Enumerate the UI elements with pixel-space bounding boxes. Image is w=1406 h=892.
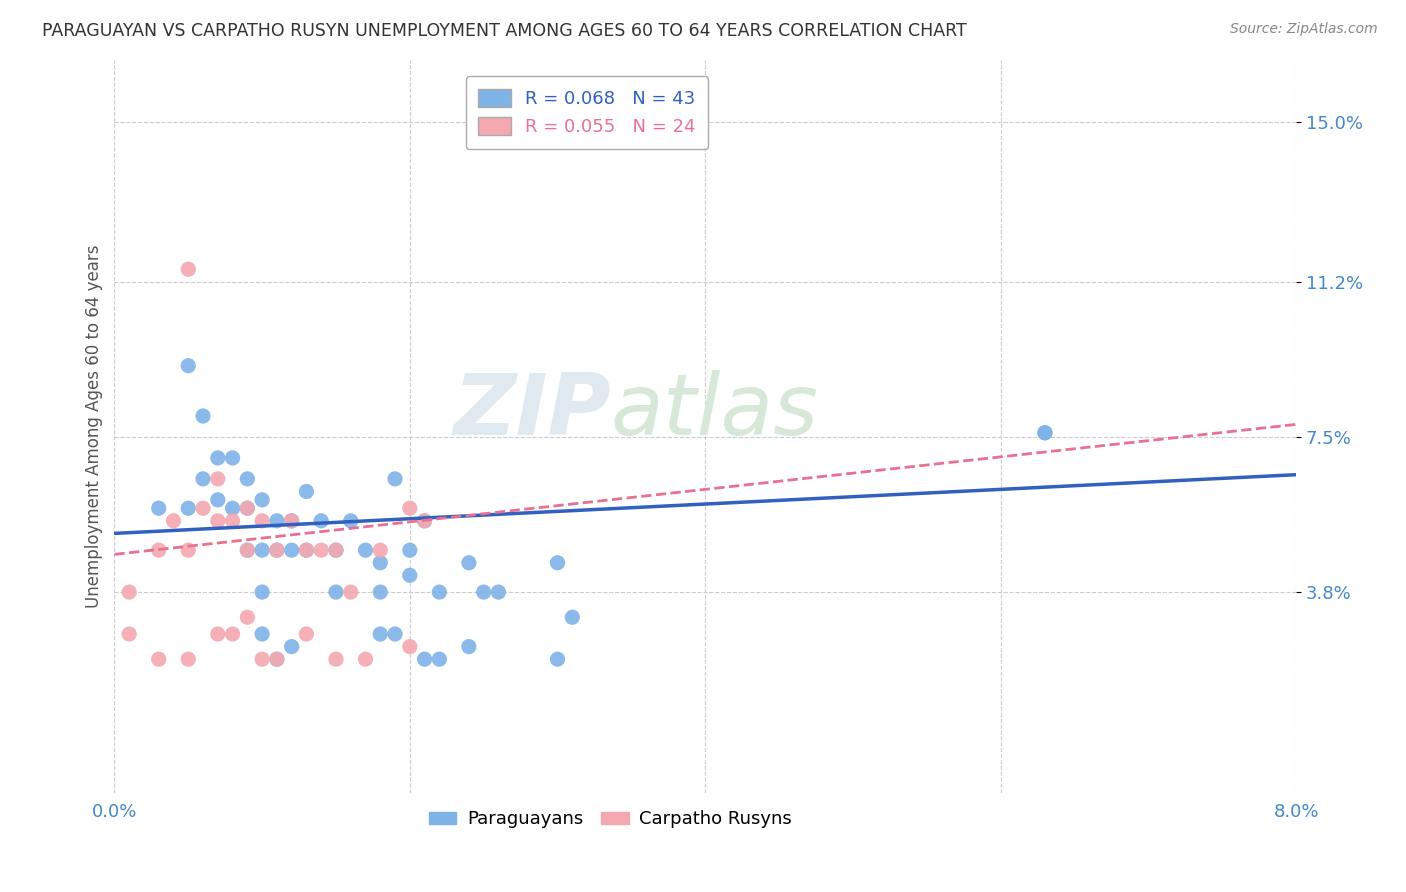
Text: atlas: atlas [610, 370, 818, 453]
Point [207, 472, 229, 486]
Point [177, 262, 200, 277]
Point [250, 652, 273, 666]
Point [295, 543, 318, 558]
Point [177, 652, 200, 666]
Point [207, 514, 229, 528]
Point [309, 543, 332, 558]
Point [398, 568, 420, 582]
Point [236, 501, 259, 516]
Point [280, 514, 302, 528]
Point [118, 627, 141, 641]
Point [398, 640, 420, 654]
Point [280, 543, 302, 558]
Point [191, 409, 214, 423]
Point [236, 472, 259, 486]
Point [250, 585, 273, 599]
Point [325, 585, 347, 599]
Point [236, 543, 259, 558]
Point [339, 585, 361, 599]
Point [236, 543, 259, 558]
Point [250, 514, 273, 528]
Point [457, 640, 479, 654]
Point [266, 514, 288, 528]
Point [488, 585, 510, 599]
Point [148, 543, 170, 558]
Point [368, 556, 391, 570]
Point [1033, 425, 1056, 440]
Point [177, 543, 200, 558]
Point [368, 543, 391, 558]
Point [148, 652, 170, 666]
Point [339, 514, 361, 528]
Point [309, 514, 332, 528]
Point [250, 543, 273, 558]
Point [295, 484, 318, 499]
Point [207, 627, 229, 641]
Point [177, 501, 200, 516]
Point [457, 556, 479, 570]
Point [221, 501, 243, 516]
Point [207, 450, 229, 465]
Y-axis label: Unemployment Among Ages 60 to 64 years: Unemployment Among Ages 60 to 64 years [86, 244, 103, 608]
Point [398, 543, 420, 558]
Point [547, 556, 569, 570]
Text: PARAGUAYAN VS CARPATHO RUSYN UNEMPLOYMENT AMONG AGES 60 TO 64 YEARS CORRELATION : PARAGUAYAN VS CARPATHO RUSYN UNEMPLOYMEN… [42, 22, 967, 40]
Point [384, 627, 406, 641]
Point [368, 627, 391, 641]
Point [413, 652, 436, 666]
Point [280, 640, 302, 654]
Point [472, 585, 495, 599]
Point [148, 501, 170, 516]
Point [325, 543, 347, 558]
Point [207, 492, 229, 507]
Point [221, 627, 243, 641]
Point [384, 472, 406, 486]
Point [266, 652, 288, 666]
Point [221, 514, 243, 528]
Point [118, 585, 141, 599]
Point [1033, 425, 1056, 440]
Point [398, 501, 420, 516]
Point [250, 627, 273, 641]
Point [191, 501, 214, 516]
Point [325, 543, 347, 558]
Point [221, 450, 243, 465]
Text: Source: ZipAtlas.com: Source: ZipAtlas.com [1230, 22, 1378, 37]
Point [236, 610, 259, 624]
Point [561, 610, 583, 624]
Point [427, 585, 450, 599]
Point [413, 514, 436, 528]
Point [325, 652, 347, 666]
Point [547, 652, 569, 666]
Point [280, 514, 302, 528]
Point [354, 543, 377, 558]
Point [266, 543, 288, 558]
Point [295, 543, 318, 558]
Point [162, 514, 184, 528]
Point [266, 543, 288, 558]
Legend: Paraguayans, Carpatho Rusyns: Paraguayans, Carpatho Rusyns [422, 803, 800, 836]
Point [413, 514, 436, 528]
Point [354, 652, 377, 666]
Point [191, 472, 214, 486]
Point [266, 652, 288, 666]
Point [427, 652, 450, 666]
Point [236, 501, 259, 516]
Point [295, 627, 318, 641]
Point [250, 492, 273, 507]
Text: ZIP: ZIP [453, 370, 610, 453]
Point [177, 359, 200, 373]
Point [368, 585, 391, 599]
